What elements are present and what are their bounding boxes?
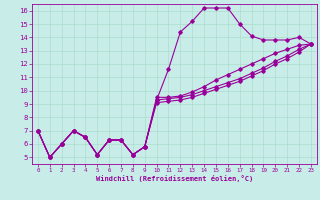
X-axis label: Windchill (Refroidissement éolien,°C): Windchill (Refroidissement éolien,°C) xyxy=(96,175,253,182)
